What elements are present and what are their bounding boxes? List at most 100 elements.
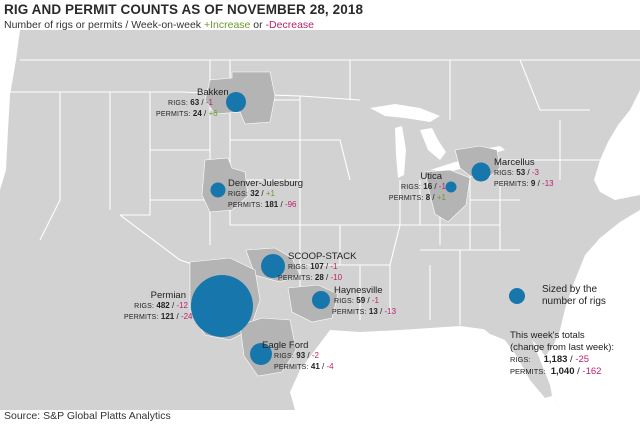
rigs-value: 482 xyxy=(156,301,170,310)
totals-heading: This week's totals xyxy=(510,330,585,341)
bubble-haynesville xyxy=(312,291,330,309)
rigs-line: RIGS: 93 / -2 xyxy=(274,351,319,360)
basin-area-utica xyxy=(424,169,471,223)
rigs-value: 107 xyxy=(310,262,324,271)
rigs-key: RIGS: xyxy=(494,170,515,177)
permits-line: PERMITS: 8 / +1 xyxy=(388,193,446,202)
bubble-eagleford xyxy=(250,343,272,365)
legend: Sized by the number of rigs xyxy=(542,284,606,308)
totals-permits-change: -162 xyxy=(582,366,602,377)
rigs-value: 32 xyxy=(250,189,260,198)
rigs-line: RIGS: 63 / -1 xyxy=(168,98,213,107)
permits-value: 41 xyxy=(310,362,320,371)
legend-line-2: number of rigs xyxy=(542,296,606,307)
subtitle-decrease: -Decrease xyxy=(265,19,314,31)
rigs-line: RIGS: 59 / -1 xyxy=(334,296,379,305)
basin-name: Eagle Ford xyxy=(262,340,309,351)
permits-line: PERMITS: 41 / -4 xyxy=(274,362,334,371)
basin-label-dj: Denver-Julesburg RIGS: 32 / +1 PERMITS: … xyxy=(228,178,303,211)
rigs-value: 63 xyxy=(190,98,200,107)
permits-key: PERMITS: xyxy=(274,364,309,371)
permits-value: 13 xyxy=(368,307,378,316)
permits-change: -13 xyxy=(542,179,554,188)
rig-bubbles xyxy=(191,92,525,365)
bubble-utica xyxy=(445,181,457,193)
permits-change: +6 xyxy=(208,109,218,118)
permits-value: 8 xyxy=(425,193,431,202)
permits-line: PERMITS: 13 / -13 xyxy=(332,307,397,316)
rigs-line: RIGS: 16 / -1 xyxy=(401,182,446,191)
bubble-scoop xyxy=(261,254,285,278)
permits-line: PERMITS: 24 / +6 xyxy=(156,109,218,118)
basin-name: Permian xyxy=(150,290,186,301)
gulf-of-maine xyxy=(594,90,640,200)
rigs-line: RIGS: 107 / -1 xyxy=(288,262,338,271)
permits-value: 181 xyxy=(264,200,279,209)
map-subtitle: Number of rigs or permits / Week-on-week… xyxy=(4,19,314,31)
legend-line-1: Sized by the xyxy=(542,284,598,295)
bubble-bakken xyxy=(226,92,246,112)
permits-change: +1 xyxy=(436,193,446,202)
basin-name: SCOOP-STACK xyxy=(288,251,357,262)
permits-value: 121 xyxy=(160,312,175,321)
rigs-key: RIGS: xyxy=(401,184,422,191)
florida xyxy=(480,326,552,398)
pacific-ocean xyxy=(0,30,20,190)
rigs-change: -2 xyxy=(311,351,319,360)
lake-superior xyxy=(370,104,440,122)
permits-line: PERMITS: 181 / -96 xyxy=(228,200,297,209)
rigs-key: RIGS: xyxy=(274,353,295,360)
rigs-change: -1 xyxy=(205,98,213,107)
totals-subheading: (change from last week): xyxy=(510,342,615,353)
rigs-key: RIGS: xyxy=(288,264,309,271)
basin-area-dj xyxy=(201,157,249,213)
permits-change: -13 xyxy=(384,307,397,316)
rigs-line: RIGS: 32 / +1 xyxy=(228,189,275,198)
permits-value: 24 xyxy=(192,109,202,118)
basin-name: Haynesville xyxy=(334,285,383,296)
legend-bubble xyxy=(509,288,525,304)
basin-label-haynesville: Haynesville RIGS: 59 / -1 PERMITS: 13 / … xyxy=(332,285,397,318)
totals-rigs: RIGS: 1,183 / -25 xyxy=(510,354,590,365)
permits-line: PERMITS: 121 / -24 xyxy=(124,312,193,321)
totals-permits: PERMITS: 1,040 / -162 xyxy=(510,366,602,377)
rigs-change: -1 xyxy=(330,262,338,271)
rigs-change: -12 xyxy=(176,301,188,310)
basin-label-permian: Permian RIGS: 482 / -12 PERMITS: 121 / -… xyxy=(124,290,193,323)
basin-label-scoop: SCOOP-STACK RIGS: 107 / -1 PERMITS: 28 /… xyxy=(278,251,356,284)
lake-michigan xyxy=(395,126,406,178)
basin-label-eagleford: Eagle Ford RIGS: 93 / -2 PERMITS: 41 / -… xyxy=(262,340,334,373)
rigs-value: 93 xyxy=(296,351,306,360)
source-note: Source: S&P Global Platts Analytics xyxy=(4,410,171,422)
basin-label-marcellus: Marcellus RIGS: 53 / -3 PERMITS: 9 / -13 xyxy=(494,157,554,190)
subtitle-or: or xyxy=(253,19,263,31)
permits-line: PERMITS: 9 / -13 xyxy=(494,179,554,188)
permits-line: PERMITS: 28 / -10 xyxy=(278,273,343,282)
permits-key: PERMITS: xyxy=(228,202,263,209)
permits-key: PERMITS: xyxy=(388,195,424,202)
rigs-line: RIGS: 53 / -3 xyxy=(494,168,539,177)
rigs-change: -1 xyxy=(371,296,379,305)
rigs-change: -3 xyxy=(531,168,539,177)
basin-label-bakken: Bakken RIGS: 63 / -1 PERMITS: 24 / +6 xyxy=(156,87,229,120)
subtitle-increase: +Increase xyxy=(203,19,251,31)
rigs-line: RIGS: 482 / -12 xyxy=(134,301,188,310)
totals-rigs-value: 1,183 xyxy=(543,354,568,365)
rigs-key: RIGS: xyxy=(134,303,155,310)
rigs-key: RIGS: xyxy=(168,100,189,107)
basin-name: Marcellus xyxy=(494,157,535,168)
basin-name: Bakken xyxy=(197,87,229,98)
bubble-permian xyxy=(191,275,253,337)
permits-key: PERMITS: xyxy=(332,309,367,316)
permits-change: -96 xyxy=(284,200,297,209)
weekly-totals: This week's totals (change from last wee… xyxy=(510,330,614,378)
bubble-dj xyxy=(210,182,226,198)
totals-rigs-change: -25 xyxy=(575,354,590,365)
basin-name: Denver-Julesburg xyxy=(228,178,303,189)
rigs-value: 53 xyxy=(516,168,526,177)
rigs-value: 16 xyxy=(423,182,433,191)
totals-rigs-key: RIGS: xyxy=(510,355,531,364)
map-title: RIG AND PERMIT COUNTS AS OF NOVEMBER 28,… xyxy=(4,2,364,17)
rigs-change: +1 xyxy=(265,189,275,198)
